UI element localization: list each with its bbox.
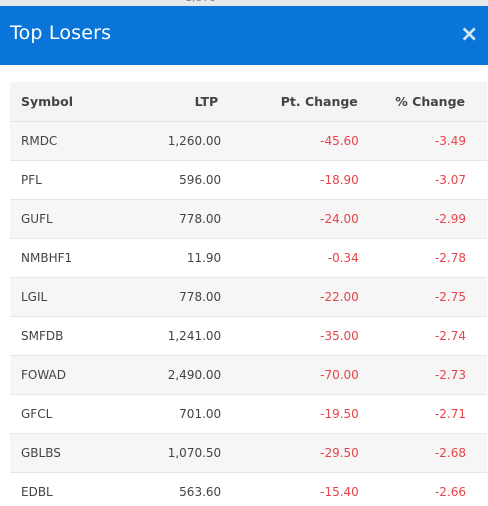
top-losers-modal: Top Losers × Symbol LTP Pt. Change % Cha… [0,6,488,506]
table-row[interactable]: SMFDB 1,241.00 -35.00 -2.74 [10,316,487,356]
table-row[interactable]: GBLBS 1,070.50 -29.50 -2.68 [10,433,487,473]
background-partial-text: 1,879 [185,0,217,4]
cell-pct-change: -2.99 [358,199,487,239]
cell-ltp: 563.60 [115,472,222,506]
cell-ltp: 778.00 [115,199,222,239]
column-header-pct-change[interactable]: % Change [358,82,487,122]
cell-ltp: 701.00 [115,394,222,434]
table-header-row: Symbol LTP Pt. Change % Change [10,82,487,122]
cell-ltp: 596.00 [115,160,222,200]
table-row[interactable]: GUFL 778.00 -24.00 -2.99 [10,199,487,239]
table-row[interactable]: LGIL 778.00 -22.00 -2.75 [10,277,487,317]
cell-pct-change: -2.78 [358,238,487,278]
table-row[interactable]: FOWAD 2,490.00 -70.00 -2.73 [10,355,487,395]
cell-ltp: 778.00 [115,277,222,317]
cell-symbol[interactable]: GFCL [10,394,116,434]
cell-symbol[interactable]: FOWAD [10,355,116,395]
cell-ltp: 11.90 [115,238,222,278]
table-row[interactable]: RMDC 1,260.00 -45.60 -3.49 [10,121,487,161]
cell-symbol[interactable]: LGIL [10,277,116,317]
cell-pct-change: -3.49 [358,121,487,161]
table-row[interactable]: PFL 596.00 -18.90 -3.07 [10,160,487,200]
cell-pct-change: -2.73 [358,355,487,395]
cell-symbol[interactable]: GBLBS [10,433,116,473]
cell-pt-change: -19.50 [221,394,359,434]
cell-symbol[interactable]: GUFL [10,199,116,239]
cell-pt-change: -18.90 [221,160,359,200]
modal-title: Top Losers [10,22,112,44]
cell-pt-change: -15.40 [221,472,359,506]
column-header-pt-change[interactable]: Pt. Change [221,82,359,122]
cell-ltp: 1,070.50 [115,433,222,473]
cell-ltp: 1,260.00 [115,121,222,161]
cell-symbol[interactable]: RMDC [10,121,116,161]
cell-symbol[interactable]: PFL [10,160,116,200]
cell-symbol[interactable]: EDBL [10,472,116,506]
cell-pct-change: -2.66 [358,472,487,506]
cell-pt-change: -45.60 [221,121,359,161]
losers-table-container: Symbol LTP Pt. Change % Change RMDC 1,26… [10,82,487,506]
column-header-symbol[interactable]: Symbol [10,82,116,122]
cell-pct-change: -2.68 [358,433,487,473]
cell-symbol[interactable]: NMBHF1 [10,238,116,278]
cell-pct-change: -3.07 [358,160,487,200]
table-row[interactable]: GFCL 701.00 -19.50 -2.71 [10,394,487,434]
cell-pt-change: -29.50 [221,433,359,473]
modal-header: Top Losers × [0,6,488,65]
cell-pt-change: -22.00 [221,277,359,317]
column-header-ltp[interactable]: LTP [115,82,222,122]
cell-pct-change: -2.75 [358,277,487,317]
cell-pct-change: -2.71 [358,394,487,434]
cell-pt-change: -24.00 [221,199,359,239]
cell-pt-change: -35.00 [221,316,359,356]
cell-ltp: 1,241.00 [115,316,222,356]
background-page-strip: 1,879 [0,0,488,6]
cell-ltp: 2,490.00 [115,355,222,395]
cell-pt-change: -70.00 [221,355,359,395]
table-row[interactable]: EDBL 563.60 -15.40 -2.66 [10,472,487,506]
cell-symbol[interactable]: SMFDB [10,316,116,356]
cell-pct-change: -2.74 [358,316,487,356]
cell-pt-change: -0.34 [221,238,359,278]
table-row[interactable]: NMBHF1 11.90 -0.34 -2.78 [10,238,487,278]
close-icon[interactable]: × [460,22,479,47]
losers-table: Symbol LTP Pt. Change % Change RMDC 1,26… [10,82,487,506]
